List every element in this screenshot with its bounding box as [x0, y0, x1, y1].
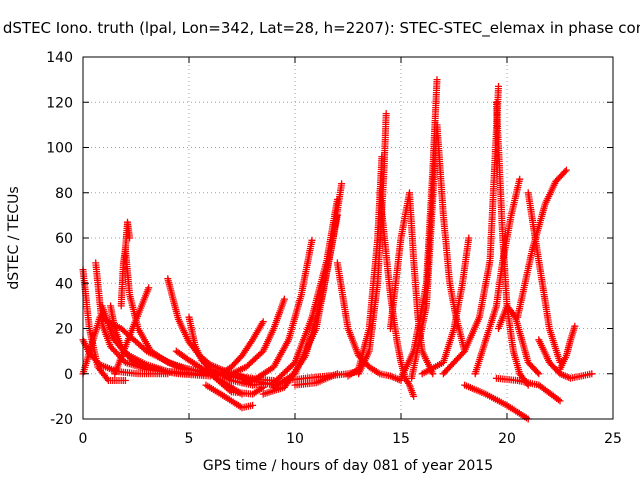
series-30-markers — [418, 234, 473, 378]
series-38 — [524, 189, 564, 366]
series-30 — [418, 234, 473, 378]
y-axis-label: dSTEC / TECUs — [6, 186, 22, 289]
chart-title: dSTEC Iono. truth (lpal, Lon=342, Lat=28… — [3, 19, 640, 38]
series-13 — [202, 381, 257, 412]
x-tick-label: 20 — [498, 431, 516, 447]
x-tick-label: 5 — [185, 431, 194, 447]
series-39-markers — [535, 336, 596, 382]
y-tick-label: 0 — [64, 367, 73, 383]
y-tick-label: 80 — [55, 186, 73, 202]
series-17-markers — [238, 236, 316, 387]
series-40 — [556, 322, 579, 373]
y-tick-label: 20 — [55, 322, 73, 338]
series-25 — [355, 110, 390, 378]
series-15 — [217, 318, 267, 378]
series-35 — [461, 381, 532, 423]
series-20 — [270, 211, 341, 391]
series-29-markers — [408, 121, 469, 382]
series-33-markers — [492, 98, 532, 389]
series-16 — [227, 295, 288, 378]
series-33 — [492, 98, 532, 389]
y-tick-label: 60 — [55, 231, 73, 247]
series-22-markers — [291, 370, 341, 389]
y-tick-label: 140 — [46, 50, 73, 66]
series-13-markers — [202, 381, 257, 412]
x-tick-label: 15 — [392, 431, 410, 447]
series-25-markers — [355, 110, 390, 378]
series-29 — [408, 121, 469, 382]
series-34-markers — [495, 302, 543, 378]
series-34 — [495, 302, 543, 378]
series-6 — [107, 302, 193, 378]
series-16-markers — [227, 295, 288, 378]
x-tick-label: 25 — [604, 431, 622, 447]
series-35-markers — [461, 381, 532, 423]
y-tick-label: -20 — [50, 412, 73, 428]
series-36-markers — [492, 374, 564, 405]
series-6-markers — [107, 302, 193, 378]
series-20-markers — [270, 211, 341, 391]
x-tick-label: 10 — [286, 431, 304, 447]
data-layer — [79, 76, 596, 423]
series-14 — [206, 370, 267, 398]
series-36 — [492, 374, 564, 405]
series-38-markers — [524, 189, 564, 366]
y-tick-label: 100 — [46, 141, 73, 157]
x-axis-label: GPS time / hours of day 081 of year 2015 — [203, 458, 493, 474]
series-40-markers — [556, 322, 579, 373]
series-17 — [238, 236, 316, 387]
x-tick-label: 0 — [79, 431, 88, 447]
series-22 — [291, 370, 341, 389]
series-15-markers — [217, 318, 267, 378]
tick-layer: -20 0 20 40 60 80 100 120 140 0 5 10 15 20 25 — [46, 50, 622, 447]
y-tick-label: 40 — [55, 276, 73, 292]
y-tick-label: 120 — [46, 95, 73, 111]
series-14-markers — [206, 370, 267, 398]
series-39 — [535, 336, 596, 382]
